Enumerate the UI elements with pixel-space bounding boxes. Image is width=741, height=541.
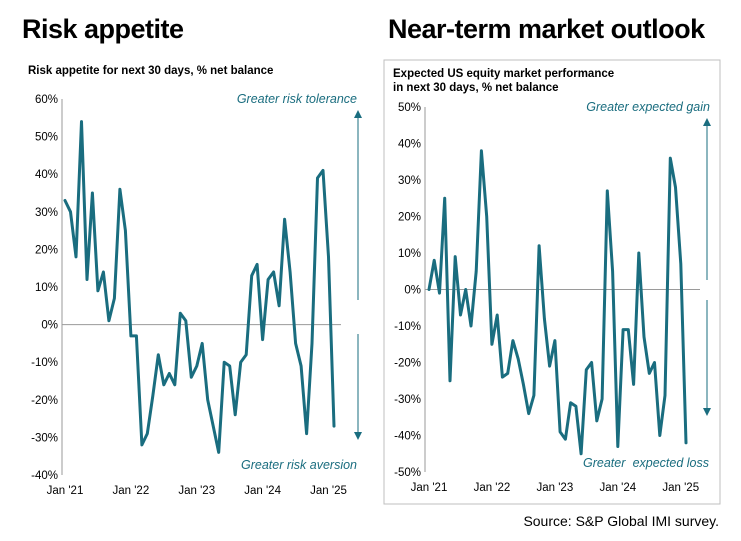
right-x-tick-label: Jan '24 <box>599 482 636 494</box>
right-panel-subtitle-line2: in next 30 days, % net balance <box>393 82 559 94</box>
left-y-tick-label: 10% <box>35 282 58 294</box>
right-y-tick-label: -50% <box>394 467 421 479</box>
right-panel-title: Near-term market outlook <box>388 14 705 44</box>
right-y-tick-label: 30% <box>398 175 421 187</box>
left-y-tick-label: -30% <box>31 432 58 444</box>
left-y-tick-label: -40% <box>31 470 58 482</box>
left-panel-title: Risk appetite <box>22 14 184 44</box>
left-annotation-bottom: Greater risk aversion <box>241 458 357 472</box>
left-x-tick-label: Jan '25 <box>310 485 347 497</box>
right-panel-subtitle-line1: Expected US equity market performance <box>393 68 615 80</box>
right-y-tick-label: 0% <box>404 285 421 297</box>
left-y-tick-label: 20% <box>35 244 58 256</box>
left-y-tick-label: 0% <box>41 320 58 332</box>
left-arrow-down-head <box>354 432 362 440</box>
right-y-tick-label: 50% <box>398 102 421 114</box>
right-x-tick-label: Jan '25 <box>662 482 699 494</box>
right-annotation-bottom-left: Greater <box>583 456 626 470</box>
left-arrow-up-head <box>354 110 362 118</box>
right-panel-border <box>383 59 721 505</box>
right-x-tick-label: Jan '21 <box>411 482 448 494</box>
right-y-tick-label: -10% <box>394 321 421 333</box>
left-annotation-top: Greater risk tolerance <box>237 92 357 106</box>
risk-appetite-chart: 60% 50% 40% 30% 20% 10% 0% -10% -20% -30% -40% Jan … <box>31 92 362 497</box>
right-arrow-down-head <box>703 408 711 416</box>
market-outlook-chart: 50% 40% 30% 20% 10% 0% -10% -20% -30% -40% -50% Jan… <box>394 100 711 494</box>
left-y-tick-label: -10% <box>31 357 58 369</box>
right-x-tick-label: Jan '22 <box>474 482 511 494</box>
right-annotation-bottom-right: expected loss <box>633 456 709 470</box>
right-y-tick-label: 40% <box>398 139 421 151</box>
left-x-tick-label: Jan '23 <box>178 485 215 497</box>
left-y-tick-label: 60% <box>35 94 58 106</box>
right-y-tick-label: -40% <box>394 431 421 443</box>
right-y-tick-label: 20% <box>398 212 421 224</box>
right-y-tick-label: 10% <box>398 248 421 260</box>
left-y-tick-label: 40% <box>35 169 58 181</box>
left-y-tick-label: -20% <box>31 395 58 407</box>
left-y-tick-label: 50% <box>35 132 58 144</box>
source-note: Source: S&P Global IMI survey. <box>523 513 719 529</box>
right-series-line <box>427 149 688 456</box>
right-y-tick-label: -20% <box>394 358 421 370</box>
left-x-tick-label: Jan '21 <box>47 485 84 497</box>
left-panel-subtitle: Risk appetite for next 30 days, % net ba… <box>28 65 274 77</box>
right-y-tick-label: -30% <box>394 394 421 406</box>
right-x-tick-label: Jan '23 <box>537 482 574 494</box>
left-x-tick-label: Jan '24 <box>244 485 281 497</box>
left-series-line <box>63 120 336 454</box>
right-arrow-up-head <box>703 118 711 126</box>
left-x-tick-label: Jan '22 <box>113 485 150 497</box>
left-y-tick-label: 30% <box>35 207 58 219</box>
right-annotation-top: Greater expected gain <box>586 100 710 114</box>
